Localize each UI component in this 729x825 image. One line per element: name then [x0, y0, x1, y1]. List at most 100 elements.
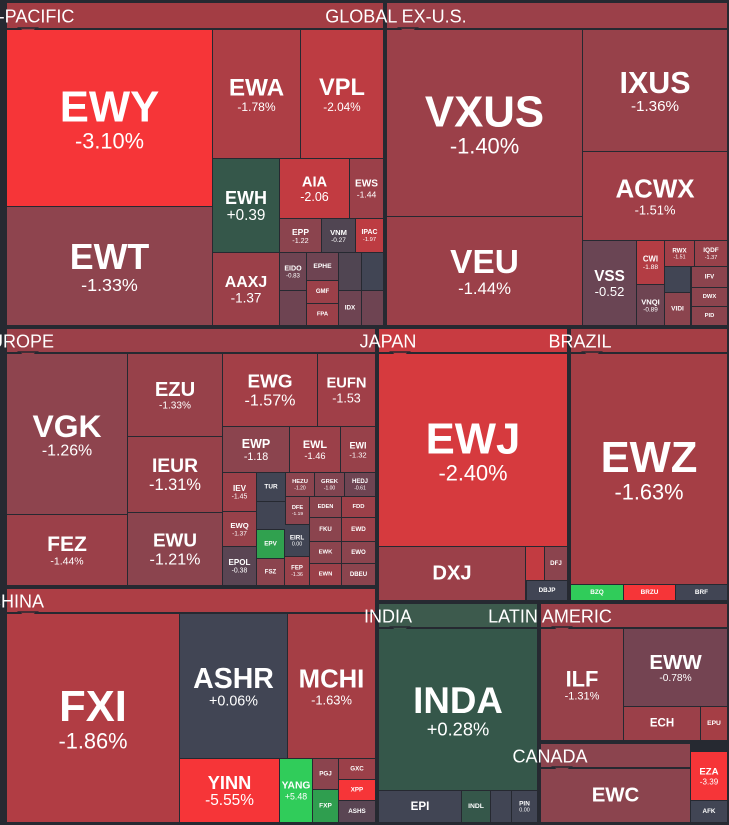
tile[interactable] — [387, 217, 582, 325]
tile[interactable] — [7, 30, 212, 206]
tile[interactable] — [342, 542, 375, 563]
tile[interactable] — [213, 253, 279, 325]
tile[interactable] — [310, 564, 341, 585]
tile[interactable] — [310, 518, 341, 541]
tile[interactable] — [280, 159, 349, 218]
tile[interactable] — [342, 518, 375, 541]
tile[interactable] — [315, 473, 344, 496]
tile[interactable] — [223, 547, 256, 585]
tile[interactable] — [285, 525, 309, 556]
tile[interactable] — [462, 791, 490, 822]
tile[interactable] — [387, 30, 582, 216]
tile[interactable] — [307, 281, 338, 303]
tile[interactable] — [301, 30, 383, 158]
tile[interactable] — [7, 354, 127, 514]
tile[interactable] — [356, 219, 383, 252]
tile[interactable] — [665, 241, 694, 266]
tile[interactable] — [545, 547, 567, 580]
tile[interactable] — [624, 585, 675, 600]
tile[interactable] — [637, 285, 664, 325]
tile[interactable] — [692, 267, 727, 287]
tile[interactable] — [213, 159, 279, 252]
tile[interactable] — [286, 473, 314, 496]
tile[interactable] — [313, 759, 338, 789]
tile[interactable] — [701, 707, 727, 740]
tile-ticker: EWC — [592, 785, 640, 807]
tile[interactable] — [624, 629, 727, 706]
tile-ticker: IEV — [233, 484, 247, 493]
tile[interactable] — [362, 291, 383, 325]
tile[interactable] — [692, 307, 727, 325]
tile[interactable] — [379, 354, 567, 546]
tile[interactable] — [624, 707, 700, 740]
tile[interactable] — [379, 547, 525, 600]
tile[interactable] — [350, 159, 383, 218]
tile[interactable] — [280, 759, 312, 822]
tile[interactable] — [691, 752, 727, 800]
tile[interactable] — [339, 291, 361, 325]
tile[interactable] — [341, 427, 375, 472]
tile[interactable] — [128, 354, 222, 436]
tile[interactable] — [339, 780, 375, 800]
tile[interactable] — [180, 759, 279, 822]
tile[interactable] — [313, 790, 338, 822]
tile[interactable] — [307, 253, 338, 280]
tile[interactable] — [691, 801, 727, 822]
tile[interactable] — [310, 497, 341, 517]
tile[interactable] — [637, 241, 664, 284]
tile[interactable] — [288, 614, 375, 758]
tile[interactable] — [342, 497, 375, 517]
tile[interactable] — [223, 354, 317, 426]
tile[interactable] — [280, 291, 306, 325]
tile[interactable] — [7, 207, 212, 325]
tile[interactable] — [280, 219, 321, 252]
tile[interactable] — [322, 219, 355, 252]
tile[interactable] — [7, 614, 179, 822]
tile[interactable] — [526, 547, 544, 580]
tile[interactable] — [223, 473, 256, 511]
tile[interactable] — [571, 585, 623, 600]
tile[interactable] — [223, 512, 256, 546]
tile[interactable] — [180, 614, 287, 758]
tile[interactable] — [512, 791, 537, 822]
tile[interactable] — [280, 253, 306, 290]
tile[interactable] — [362, 253, 383, 290]
tile[interactable] — [583, 152, 727, 240]
tile[interactable] — [583, 241, 636, 325]
tile[interactable] — [290, 427, 340, 472]
tile[interactable] — [257, 473, 285, 501]
tile[interactable] — [571, 354, 727, 584]
tile[interactable] — [541, 629, 623, 740]
tile[interactable] — [213, 30, 300, 158]
tile[interactable] — [541, 769, 690, 822]
tile-ticker: PID — [705, 313, 715, 319]
tile[interactable] — [257, 530, 284, 558]
tile[interactable] — [583, 30, 727, 151]
tile[interactable] — [665, 267, 690, 292]
tile[interactable] — [286, 497, 309, 524]
tile[interactable] — [307, 304, 338, 325]
tile[interactable] — [257, 559, 284, 585]
tile[interactable] — [695, 241, 727, 266]
tile[interactable] — [676, 585, 727, 600]
tile[interactable] — [342, 564, 375, 585]
tile[interactable] — [665, 293, 690, 325]
tile[interactable] — [339, 253, 361, 290]
tile[interactable] — [7, 515, 127, 585]
tile[interactable] — [692, 288, 727, 306]
tile[interactable] — [223, 427, 289, 472]
tile-change: -1.97 — [363, 237, 376, 243]
tile[interactable] — [339, 759, 375, 779]
tile[interactable] — [379, 629, 537, 790]
tile[interactable] — [257, 502, 285, 529]
tile[interactable] — [379, 791, 461, 822]
tile[interactable] — [285, 557, 309, 585]
tile[interactable] — [527, 581, 567, 600]
tile[interactable] — [318, 354, 375, 426]
tile[interactable] — [345, 473, 375, 496]
tile[interactable] — [339, 801, 375, 822]
tile[interactable] — [310, 542, 341, 563]
tile[interactable] — [491, 791, 511, 822]
tile[interactable] — [128, 513, 222, 585]
tile[interactable] — [128, 437, 222, 512]
